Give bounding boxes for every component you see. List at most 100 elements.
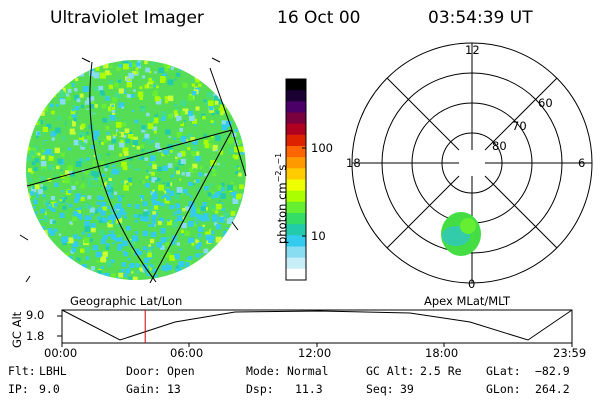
colorbar-band <box>286 123 306 136</box>
disk-pixel <box>180 100 187 107</box>
disk-pixel <box>151 224 155 227</box>
disk-pixel <box>159 217 164 223</box>
disk-pixel <box>133 89 136 92</box>
disk-pixel <box>71 185 76 190</box>
disk-pixel <box>215 210 219 214</box>
disk-pixel <box>100 186 103 189</box>
flt-value: LBHL <box>39 364 67 378</box>
disk-pixel <box>73 118 77 122</box>
disk-pixel <box>65 95 71 101</box>
disk-pixel <box>93 136 98 141</box>
disk-pixel <box>163 149 168 155</box>
disk-pixel <box>226 278 229 280</box>
disk-pixel <box>85 100 91 106</box>
disk-pixel <box>239 203 243 207</box>
disk-pixel <box>103 218 107 222</box>
disk-pixel <box>221 246 225 249</box>
disk-pixel <box>40 255 43 258</box>
disk-pixel <box>208 197 211 200</box>
disk-pixel <box>140 107 146 113</box>
disk-pixel <box>237 212 244 219</box>
disk-pixel <box>234 270 239 276</box>
disk-pixel <box>63 74 69 80</box>
disk-pixel <box>106 153 110 157</box>
disk-pixel <box>208 100 214 107</box>
timeline-ytick-9: 9.0 <box>26 308 45 322</box>
geographic-grid <box>19 57 247 284</box>
disk-pixel <box>211 138 214 141</box>
disk-pixel <box>240 138 243 141</box>
disk-pixel <box>243 262 246 267</box>
disk-pixel <box>160 237 167 244</box>
disk-pixel <box>55 169 60 174</box>
disk-pixel <box>225 206 232 213</box>
disk-pixel <box>150 264 154 268</box>
seq-label: Seq: <box>366 382 394 396</box>
disk-pixel <box>237 139 242 144</box>
disk-pixel <box>125 225 131 231</box>
disk-pixel <box>245 197 246 202</box>
disk-pixel <box>121 195 124 197</box>
disk-pixel <box>75 78 79 82</box>
disk-pixel <box>100 196 105 200</box>
disk-pixel <box>228 82 231 85</box>
disk-pixel <box>95 277 99 280</box>
disk-pixel <box>193 168 197 172</box>
disk-pixel <box>100 124 104 128</box>
disk-pixel <box>152 211 156 215</box>
disk-pixel <box>143 150 147 155</box>
disk-pixel <box>29 107 33 110</box>
disk-pixel <box>139 123 142 126</box>
disk-pixel <box>227 184 233 191</box>
disk-pixel <box>216 191 222 196</box>
disk-pixel <box>193 217 198 221</box>
disk-pixel <box>239 134 245 140</box>
disk-pixel <box>218 150 224 155</box>
disk-pixel <box>213 266 220 272</box>
disk-pixel <box>210 135 214 138</box>
time-label: 03:54:39 UT <box>428 8 533 28</box>
disk-pixel <box>230 62 236 69</box>
disk-pixel <box>83 278 87 280</box>
disk-pixel <box>109 72 112 76</box>
disk-pixel <box>227 61 234 67</box>
colorbar-band <box>286 179 306 192</box>
disk-pixel <box>223 268 228 272</box>
disk-pixel <box>119 266 125 271</box>
disk-pixel <box>93 171 100 178</box>
disk-pixel <box>239 184 244 190</box>
disk-pixel <box>176 215 183 221</box>
disk-pixel <box>167 209 174 215</box>
disk-pixel <box>99 93 103 97</box>
disk-pixel <box>42 168 45 171</box>
disk-pixel <box>71 247 76 253</box>
disk-pixel <box>111 273 116 279</box>
disk-pixel <box>69 203 73 208</box>
disk-pixel <box>189 63 194 68</box>
disk-pixel <box>211 168 216 173</box>
disk-pixel <box>62 240 67 246</box>
disk-pixel <box>38 76 42 80</box>
disk-pixel <box>127 62 132 68</box>
disk-pixel <box>122 240 128 247</box>
disk-pixel <box>164 96 169 100</box>
disk-pixel <box>55 270 59 274</box>
disk-pixel <box>163 190 167 194</box>
disk-pixel <box>239 238 246 244</box>
disk-pixel <box>67 147 72 151</box>
disk-pixel <box>225 235 231 241</box>
disk-pixel <box>234 214 238 217</box>
disk-pixel <box>61 197 65 200</box>
glon-label: GLon: <box>486 382 521 396</box>
disk-pixel <box>111 259 115 263</box>
disk-pixel <box>40 226 45 231</box>
disk-pixel <box>52 74 56 77</box>
disk-pixel <box>36 131 40 136</box>
disk-pixel <box>111 104 114 108</box>
disk-pixel <box>202 202 207 207</box>
disk-pixel <box>237 105 242 110</box>
disk-pixel <box>112 242 115 245</box>
disk-pixel <box>228 60 232 63</box>
disk-pixel <box>242 206 246 211</box>
disk-pixel <box>112 234 117 239</box>
